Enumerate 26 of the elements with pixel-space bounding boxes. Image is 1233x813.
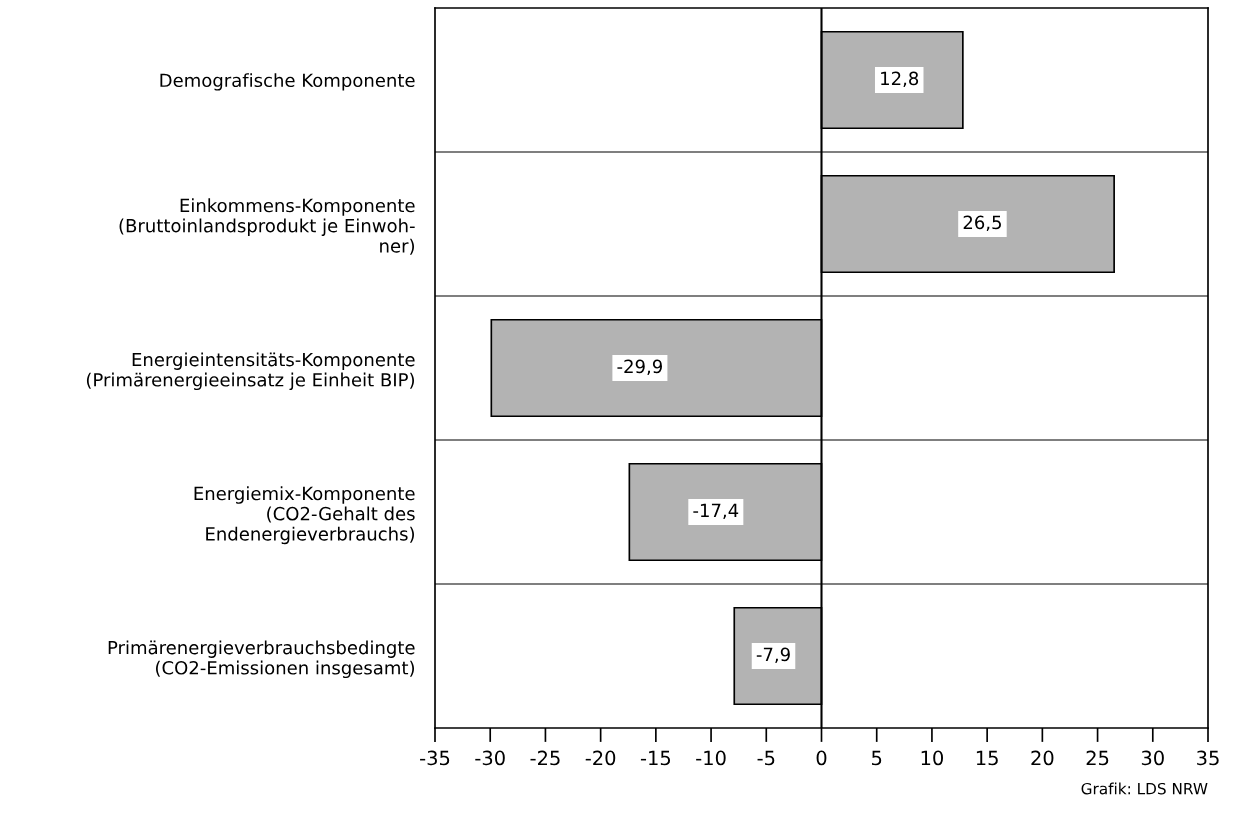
x-tick-label: 35	[1197, 750, 1219, 766]
x-tick-label: -30	[475, 750, 505, 766]
data-label: -29,9	[617, 359, 662, 376]
y-tick-label: Einkommens-Komponente (Bruttoinlandsprodukt je Einwoh- ner)	[119, 198, 415, 255]
x-tick-label: -5	[757, 750, 775, 766]
data-label: -7,9	[756, 647, 790, 664]
x-tick-label: 10	[921, 750, 944, 766]
y-tick-label: Demografische Komponente	[160, 73, 415, 91]
x-tick-label: -15	[640, 750, 671, 766]
x-tick-label: -25	[530, 750, 560, 766]
x-tick-label: 25	[1086, 750, 1109, 766]
x-tick-label: 30	[1141, 750, 1164, 766]
x-tick-label: -10	[696, 750, 726, 766]
y-tick-label: Primärenergieverbrauchsbedingte (CO2-Emissionen insgesamt)	[108, 640, 415, 679]
data-label: 26,5	[963, 215, 1001, 232]
data-label: -17,4	[693, 503, 739, 520]
x-tick-label: 15	[976, 750, 998, 766]
x-tick-label: 0	[816, 750, 827, 766]
text: Grafik: LDS NRW	[1081, 782, 1208, 795]
x-tick-label: -35	[420, 750, 450, 766]
data-label: 12,8	[881, 71, 919, 88]
x-tick-label: 5	[872, 750, 882, 766]
y-tick-label: Energieintensitäts-Komponente (Primärenergieeinsatz je Einheit BIP)	[86, 352, 415, 391]
y-tick-label: Energiemix-Komponente (CO2-Gehalt des Endenergieverbrauchs)	[194, 486, 415, 545]
x-tick-label: 20	[1031, 750, 1054, 766]
x-tick-label: -20	[585, 750, 616, 766]
